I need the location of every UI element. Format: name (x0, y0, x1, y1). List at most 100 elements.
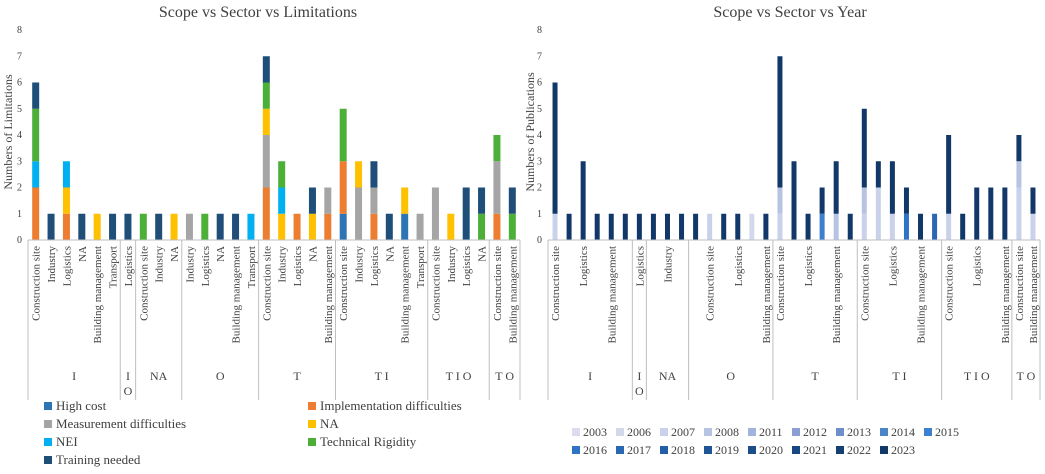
y-tick-label: 1 (17, 209, 22, 220)
bar-segment (974, 187, 980, 240)
bar-segment (478, 187, 486, 214)
legend-swatch (880, 428, 888, 436)
y-axis-label: Numbers of Limitations (1, 74, 15, 190)
bar-segment (62, 213, 70, 240)
bar-segment (170, 213, 178, 240)
bar-segment (355, 161, 363, 188)
y-tick-label: 2 (17, 183, 22, 194)
legend-label: 2006 (627, 425, 651, 439)
legend-swatch (308, 438, 316, 446)
y-tick-label: 4 (537, 130, 542, 141)
bar-segment (679, 213, 685, 240)
legend-label: 2008 (715, 425, 739, 439)
category-label: Logistics (292, 246, 304, 286)
bar-segment (493, 213, 501, 240)
legend-swatch (308, 402, 316, 410)
bar-segment (508, 213, 516, 240)
bar-segment (889, 161, 895, 214)
bar-segment (278, 213, 286, 240)
bar-segment (861, 213, 867, 240)
y-axis-label: Numbers of Publications (523, 72, 537, 192)
bar-segment (580, 161, 586, 240)
category-label: Building management (1028, 246, 1040, 343)
legend-label: 2013 (847, 425, 871, 439)
y-tick-label: 0 (537, 235, 542, 246)
category-label: Logistics (634, 246, 646, 286)
group-label: O (216, 369, 225, 383)
bar-segment (903, 213, 909, 240)
legend-swatch (924, 428, 932, 436)
bar-segment (339, 213, 347, 240)
category-label: Logistics (887, 246, 899, 286)
y-tick-label: 6 (17, 78, 22, 89)
category-label: Building management (1000, 246, 1012, 343)
category-label: Building management (92, 246, 104, 343)
bar-segment (1030, 187, 1036, 214)
bar-segment (62, 187, 70, 214)
bar-segment (370, 161, 378, 188)
bar-segment (324, 187, 332, 214)
bar-segment (32, 82, 40, 109)
category-label: NA (77, 246, 89, 262)
bar-segment (308, 187, 316, 214)
legend-swatch (44, 438, 52, 446)
legend-swatch (44, 420, 52, 428)
category-label: Construction site (492, 246, 504, 321)
legend-label: 2022 (847, 443, 871, 457)
y-tick-label: 5 (537, 104, 542, 115)
category-label: Logistics (123, 246, 135, 286)
y-tick-label: 8 (537, 25, 542, 36)
bar-segment (155, 213, 163, 240)
bar-segment (401, 187, 409, 214)
legend-label: 2023 (891, 443, 915, 457)
legend-swatch (572, 446, 580, 454)
category-label: Logistics (972, 246, 984, 286)
bar-segment (566, 213, 572, 240)
group-label: I (126, 369, 130, 383)
group-label: T I O (446, 369, 472, 383)
y-tick-label: 3 (17, 156, 22, 167)
bar-segment (262, 82, 270, 109)
category-label: Construction site (31, 246, 43, 321)
category-label: Building management (507, 246, 519, 343)
bar-segment (447, 213, 455, 240)
bar-segment (932, 213, 938, 240)
y-tick-label: 7 (537, 51, 542, 62)
legend-label: 2018 (671, 443, 695, 457)
bar-segment (608, 213, 614, 240)
category-label: NA (307, 246, 319, 262)
bar-segment (875, 187, 881, 240)
category-label: Logistics (369, 246, 381, 286)
category-label: Industry (184, 246, 196, 283)
legend-swatch (616, 428, 624, 436)
category-label: Industry (662, 246, 674, 283)
bar-segment (401, 213, 409, 240)
group-label: I (588, 369, 592, 383)
legend-swatch (616, 446, 624, 454)
group-label: T O (495, 369, 514, 383)
legend-label: Training needed (56, 452, 141, 467)
legend-swatch (748, 446, 756, 454)
bar-segment (861, 187, 867, 214)
category-label: Logistics (578, 246, 590, 286)
bar-segment (749, 213, 755, 240)
bar-segment (693, 213, 699, 240)
legend-label: Technical Rigidity (320, 434, 417, 449)
legend-label: 2017 (627, 443, 651, 457)
legend-label: 2015 (935, 425, 959, 439)
y-tick-label: 7 (17, 51, 22, 62)
bar-segment (946, 213, 952, 240)
bar-segment (370, 187, 378, 214)
category-label: Industry (277, 246, 289, 283)
bar-segment (988, 187, 994, 240)
legend-label: 2021 (803, 443, 827, 457)
bar-segment (385, 213, 393, 240)
group-label: O (124, 384, 133, 398)
category-label: Building management (606, 246, 618, 343)
group-label: O (726, 369, 735, 383)
category-label: NA (169, 246, 181, 262)
category-label: Building management (831, 246, 843, 343)
y-tick-label: 3 (537, 156, 542, 167)
group-label: T (293, 369, 301, 383)
category-label: Construction site (430, 246, 442, 321)
